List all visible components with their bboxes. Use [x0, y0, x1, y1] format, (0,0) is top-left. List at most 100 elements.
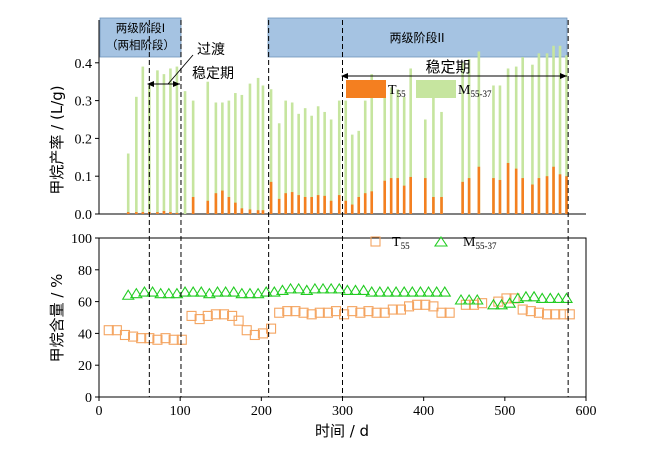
point-m55-37: [405, 286, 419, 297]
bar-t55: [521, 178, 524, 214]
point-t55: [330, 306, 342, 317]
point-m55-37: [357, 284, 371, 296]
point-t55: [517, 304, 528, 315]
point-m55-37: [349, 284, 362, 296]
top-y-tick-label: 0.2: [75, 132, 93, 147]
bar-t55: [402, 185, 406, 214]
bar-t55: [409, 176, 412, 214]
point-t55: [550, 309, 561, 320]
bar-t55: [383, 180, 387, 214]
top-y-tick-label: 0.4: [75, 57, 93, 72]
point-m55-37: [324, 282, 338, 294]
point-t55: [266, 323, 277, 334]
stable-annotation: 稳定期: [341, 58, 567, 79]
bar-t55: [323, 195, 326, 214]
bar-t55: [440, 196, 443, 214]
point-t55: [194, 314, 205, 325]
bar-m55-37: [402, 96, 406, 214]
point-m55-37: [227, 286, 241, 297]
bar-t55: [126, 212, 130, 214]
bottom-y-ticks: 0 20 40 60 80 100: [71, 232, 99, 406]
point-t55: [290, 306, 301, 317]
point-m55-37: [413, 286, 427, 297]
bar-m55-37: [191, 100, 195, 214]
point-m55-37: [560, 292, 574, 303]
stage1-label-line2: （两相阶段）: [106, 38, 175, 52]
stage1-label-line1: 两级阶段I: [116, 21, 165, 35]
top-y-tick-label: 0.1: [75, 170, 93, 185]
point-m55-37: [267, 286, 281, 297]
top-y-tick-label: 0.3: [75, 95, 93, 110]
point-t55: [218, 309, 230, 320]
bar-t55: [492, 178, 495, 214]
bar-m55-37: [545, 53, 549, 214]
point-t55: [202, 310, 213, 321]
bar-m55-37: [156, 70, 159, 214]
bar-t55: [316, 195, 320, 214]
x-tick-label: 0: [96, 404, 103, 419]
bar-t55: [537, 178, 541, 214]
bar-t55: [284, 193, 287, 214]
bottom-y-tick-label: 80: [78, 264, 92, 279]
point-m55-37: [365, 286, 379, 297]
bar-m55-37: [467, 59, 471, 214]
bar-t55: [350, 204, 354, 214]
point-m55-37: [438, 286, 452, 297]
point-m55-37: [389, 286, 403, 297]
bottom-y-tick-label: 60: [78, 296, 92, 311]
point-t55: [210, 309, 221, 320]
point-t55: [103, 325, 114, 336]
bar-t55: [227, 196, 231, 214]
x-tick-label: 200: [251, 404, 272, 419]
transition-annotation: 过渡 稳定期: [147, 42, 234, 87]
bar-m55-37: [183, 91, 187, 214]
bar-t55: [135, 212, 138, 214]
legend-m55-37-marker: [433, 236, 449, 247]
bar-t55: [337, 195, 341, 214]
bar-m55-37: [409, 68, 412, 214]
bar-m55-37: [277, 123, 281, 214]
bar-t55: [467, 178, 471, 214]
point-t55: [233, 315, 244, 326]
point-t55: [136, 333, 147, 344]
bar-t55: [363, 193, 367, 214]
bottom-panel: 0 20 40 60 80 100 0 100 200 300 400 500 600 甲烷含量 / …: [48, 232, 597, 440]
point-m55-37: [284, 282, 298, 294]
point-t55: [379, 307, 390, 318]
points-m55-37: [121, 282, 574, 310]
stable-label: 稳定期: [425, 58, 470, 76]
bar-t55: [552, 166, 555, 214]
point-m55-37: [397, 286, 411, 297]
bar-m55-37: [492, 85, 495, 214]
bar-m55-37: [284, 100, 287, 214]
point-t55: [160, 333, 171, 344]
bar-m55-37: [227, 100, 231, 214]
x-tick-label: 300: [332, 404, 353, 419]
bar-m55-37: [350, 134, 354, 214]
bar-m55-37: [461, 62, 464, 214]
legend-t55-label: T55: [388, 83, 406, 99]
bar-m55-37: [498, 85, 502, 214]
transition-label-line1: 过渡: [197, 42, 225, 58]
point-m55-37: [495, 298, 509, 310]
stage1-box: [99, 17, 182, 58]
bar-t55: [461, 181, 464, 214]
bar-t55: [531, 184, 534, 214]
bar-m55-37: [135, 96, 138, 214]
bar-m55-37: [175, 66, 179, 214]
point-m55-37: [202, 287, 216, 299]
bar-t55: [329, 200, 333, 214]
point-t55: [249, 329, 260, 341]
bar-m55-37: [221, 102, 224, 214]
point-t55: [436, 307, 447, 318]
bars-m55-37: [126, 45, 568, 215]
point-t55: [186, 310, 197, 321]
bar-m55-37: [514, 66, 518, 214]
legend-m55-37-swatch: [416, 80, 456, 98]
bar-m55-37: [240, 94, 244, 214]
x-tick-label: 500: [494, 404, 515, 419]
bar-m55-37: [344, 100, 348, 214]
bar-m55-37: [521, 57, 524, 214]
bar-m55-37: [162, 74, 166, 214]
bottom-y-tick-label: 100: [71, 232, 92, 247]
